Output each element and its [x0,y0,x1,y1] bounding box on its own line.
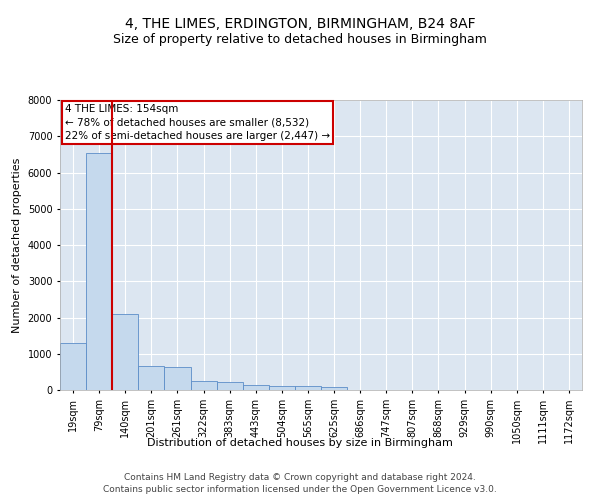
Bar [269,386,295,390]
Text: Contains HM Land Registry data © Crown copyright and database right 2024.: Contains HM Land Registry data © Crown c… [124,472,476,482]
Bar [217,382,243,390]
Text: Contains public sector information licensed under the Open Government Licence v3: Contains public sector information licen… [103,485,497,494]
Bar [164,367,191,390]
Bar [86,152,112,390]
Bar [60,343,86,390]
Bar [112,314,139,390]
Bar [321,388,347,390]
Bar [295,386,321,390]
Bar [191,380,217,390]
Text: Size of property relative to detached houses in Birmingham: Size of property relative to detached ho… [113,32,487,46]
Y-axis label: Number of detached properties: Number of detached properties [12,158,22,332]
Text: 4, THE LIMES, ERDINGTON, BIRMINGHAM, B24 8AF: 4, THE LIMES, ERDINGTON, BIRMINGHAM, B24… [125,18,475,32]
Text: Distribution of detached houses by size in Birmingham: Distribution of detached houses by size … [147,438,453,448]
Bar [139,366,164,390]
Bar [242,386,269,390]
Text: 4 THE LIMES: 154sqm
← 78% of detached houses are smaller (8,532)
22% of semi-det: 4 THE LIMES: 154sqm ← 78% of detached ho… [65,104,331,141]
